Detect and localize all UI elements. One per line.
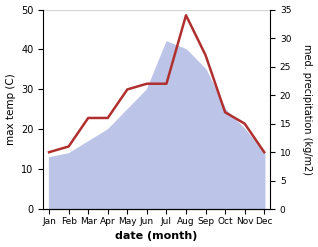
Y-axis label: max temp (C): max temp (C): [5, 74, 16, 145]
X-axis label: date (month): date (month): [115, 231, 198, 242]
Y-axis label: med. precipitation (kg/m2): med. precipitation (kg/m2): [302, 44, 313, 175]
